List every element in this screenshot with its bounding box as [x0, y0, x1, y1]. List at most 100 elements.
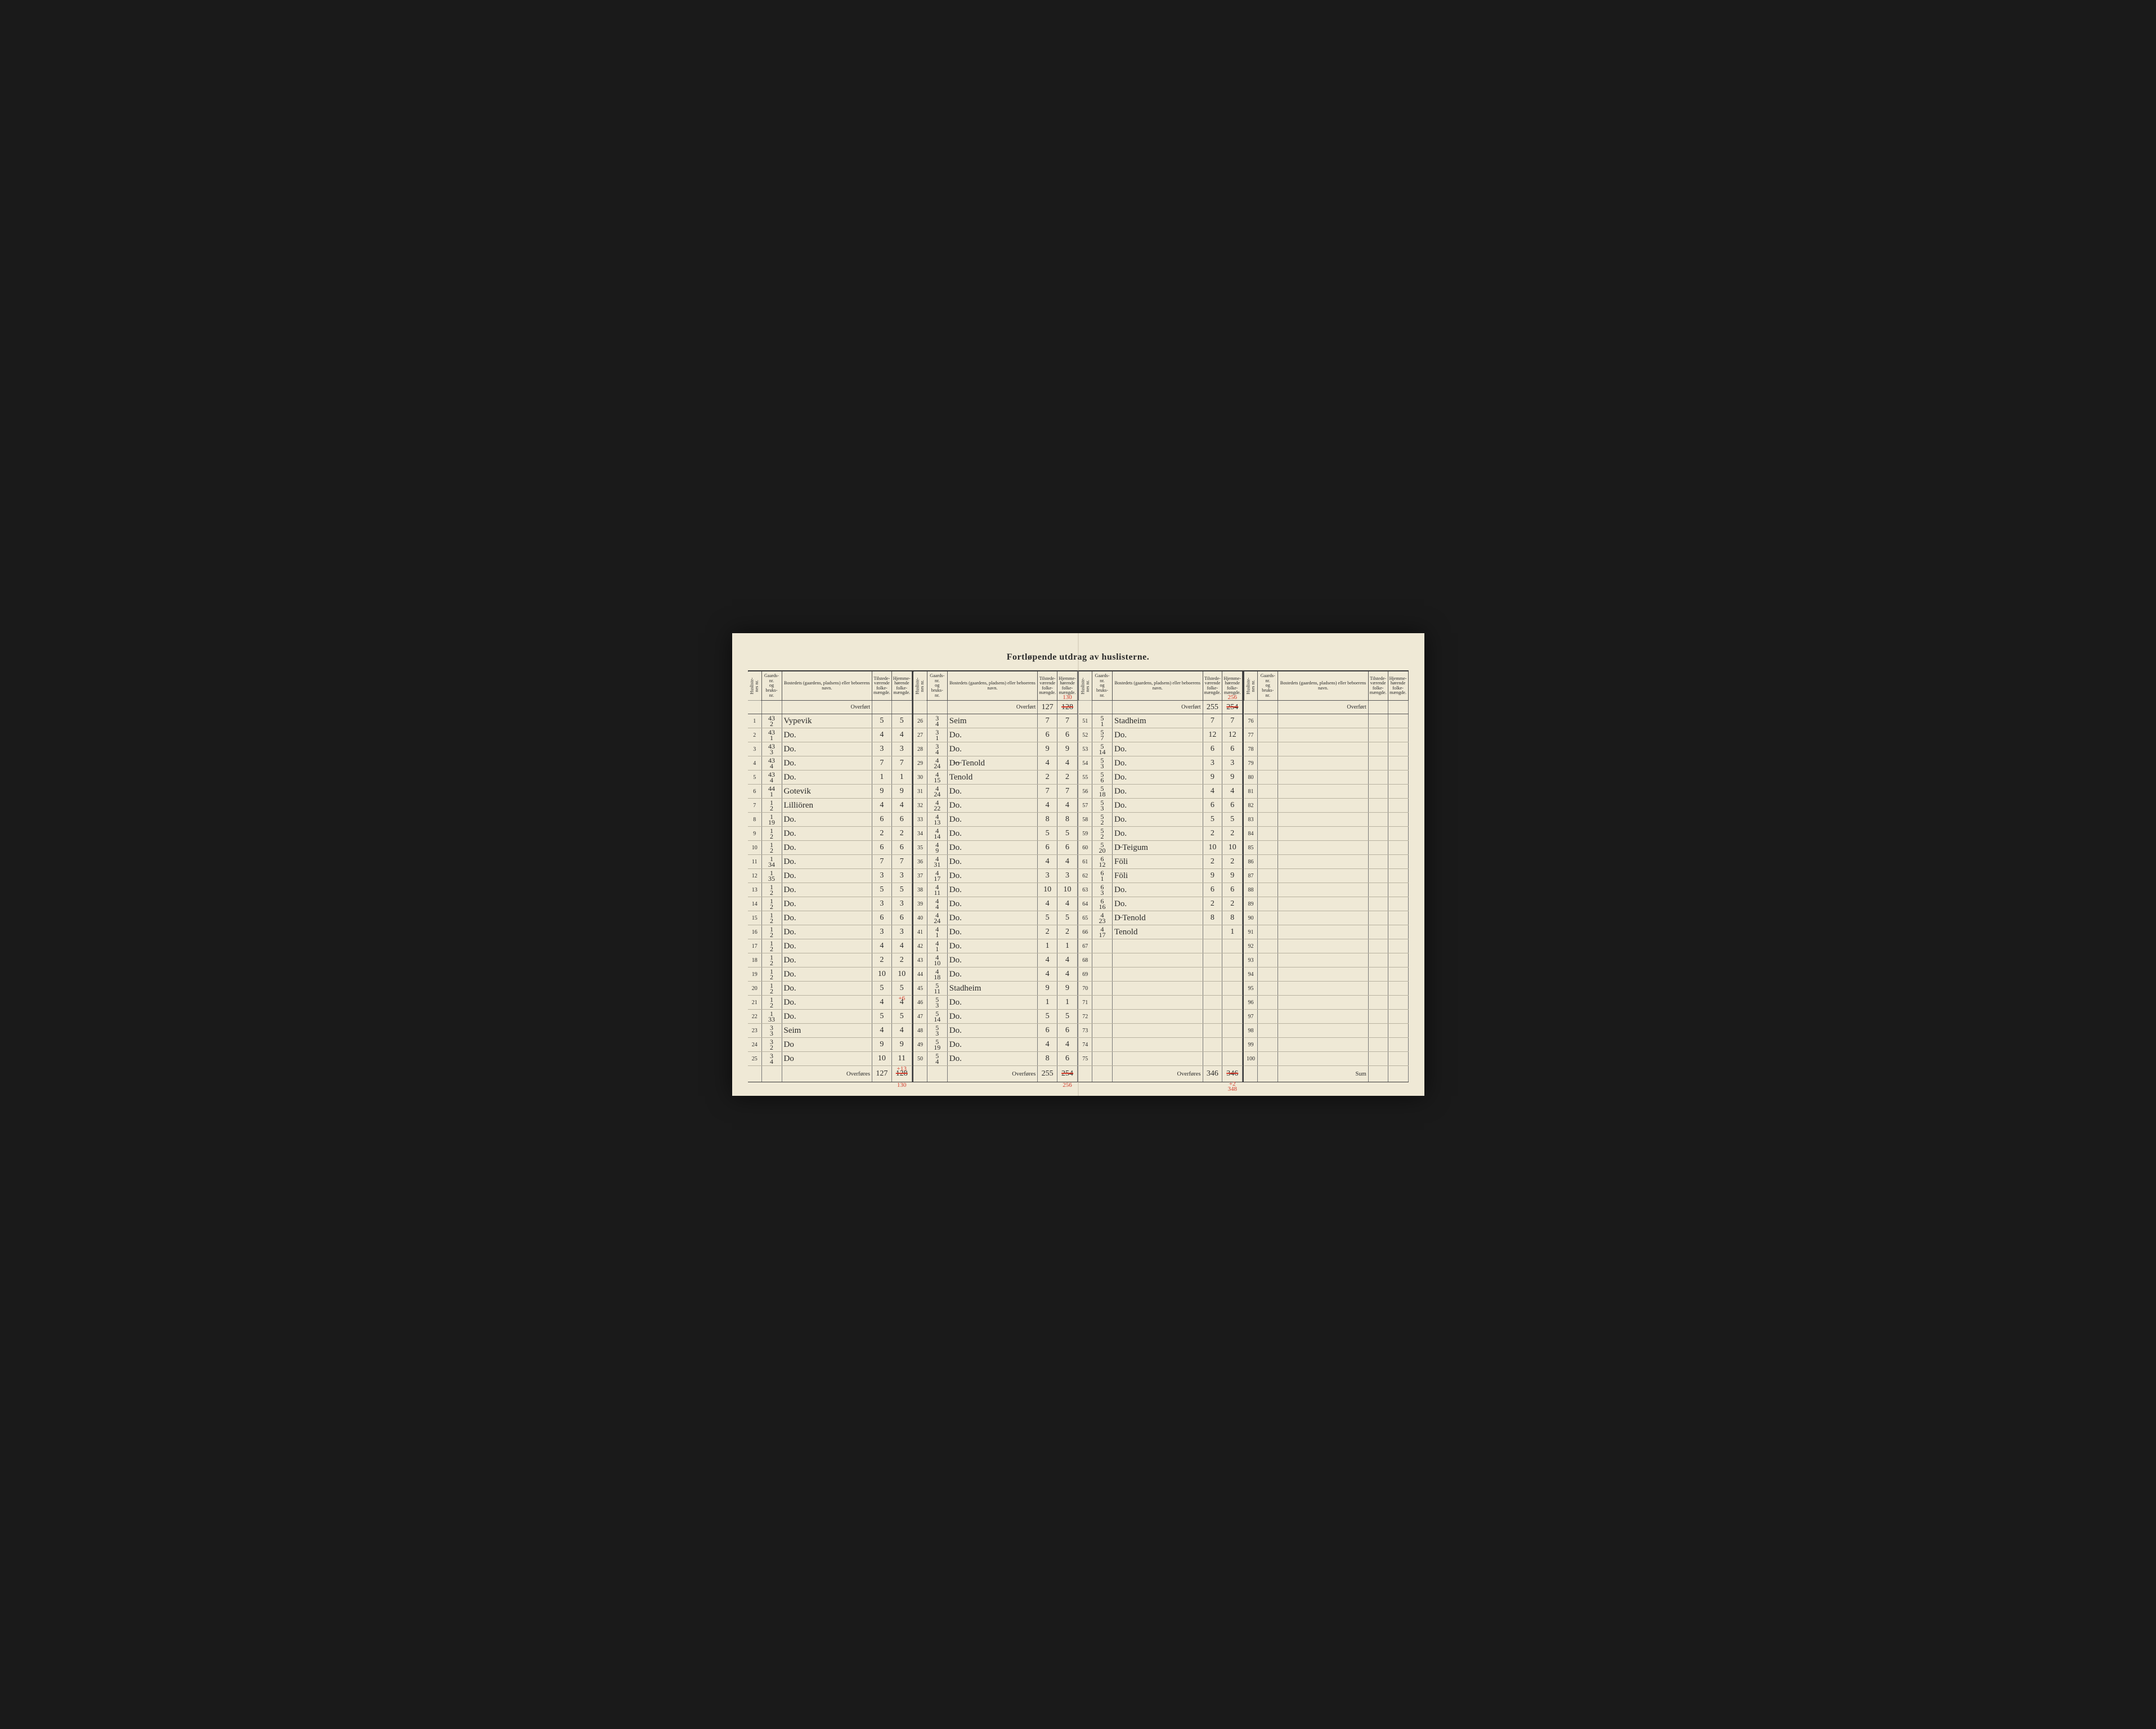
cell-hjemme: 6 — [1222, 742, 1243, 756]
cell-tilstede: 9 — [1203, 771, 1222, 785]
cell-husliste: 24 — [748, 1038, 761, 1052]
ledger-table: Husliste-nes nr.Gaards-nr.ogbruks-nr.Bos… — [1078, 671, 1243, 1082]
cell-bosted — [1278, 982, 1369, 996]
cell-gaards: 514 — [927, 1010, 947, 1024]
cell-gaards: 434 — [761, 756, 782, 771]
cell-gaards: 431 — [761, 728, 782, 742]
cell-husliste: 33 — [913, 813, 927, 827]
cell-hjemme: 6 — [891, 813, 912, 827]
cell-bosted — [1278, 1038, 1369, 1052]
cell-tilstede: 4 — [872, 1024, 892, 1038]
cell-hjemme: 6 — [1057, 728, 1078, 742]
cell-bosted — [1278, 785, 1369, 799]
cell-gaards: 57 — [1092, 728, 1113, 742]
cell-bosted: Do. — [782, 813, 872, 827]
cell-gaards — [1258, 841, 1278, 855]
cell-tilstede — [1203, 1024, 1222, 1038]
cell-bosted — [1113, 1052, 1203, 1066]
table-row: 61612Föli22 — [1079, 855, 1243, 869]
overfort-tilstede: 127 — [1038, 701, 1057, 714]
cell-hjemme: 6 — [891, 841, 912, 855]
cell-bosted: Do. — [947, 799, 1038, 813]
cell-tilstede: 9 — [1038, 982, 1057, 996]
cell-bosted — [1113, 1024, 1203, 1038]
cell-husliste: 35 — [913, 841, 927, 855]
table-row: 47514Do.55 — [913, 1010, 1077, 1024]
table-row: 8119Do.66 — [748, 813, 912, 827]
cell-gaards: 51 — [1092, 714, 1113, 728]
col-hjemme: Hjemme-hørendefolke-mængde. — [1388, 671, 1408, 701]
cell-gaards: 434 — [761, 771, 782, 785]
table-row: 4653Do.11 — [913, 996, 1077, 1010]
cell-hjemme: 1 — [1057, 996, 1078, 1010]
cell-hjemme — [1388, 785, 1408, 799]
table-row: 2534Do1011+13 — [748, 1052, 912, 1066]
cell-bosted: Do. — [947, 785, 1038, 799]
cell-bosted: Seim — [782, 1024, 872, 1038]
cell-hjemme: 2 — [1222, 897, 1243, 911]
table-row: 68 — [1079, 953, 1243, 967]
page-wrap: Fortløpende utdrag av huslisterne. Husli… — [0, 0, 2156, 1729]
cell-bosted: Do. — [947, 996, 1038, 1010]
cell-husliste: 76 — [1244, 714, 1258, 728]
cell-bosted: Do. — [947, 813, 1038, 827]
cell-tilstede: 9 — [1038, 742, 1057, 756]
cell-hjemme — [1222, 982, 1243, 996]
table-row: 88 — [1244, 883, 1408, 897]
cell-hjemme: 2 — [1057, 771, 1078, 785]
cell-bosted — [1113, 1038, 1203, 1052]
table-row: 2731Do.66 — [913, 728, 1077, 742]
cell-hjemme — [1222, 1010, 1243, 1024]
cell-gaards: 415 — [927, 771, 947, 785]
cell-bosted: Do. — [947, 841, 1038, 855]
cell-husliste: 75 — [1079, 1052, 1092, 1066]
cell-tilstede: 8 — [1203, 911, 1222, 925]
cell-tilstede: 4 — [872, 939, 892, 953]
cell-tilstede: 2 — [872, 953, 892, 967]
cell-hjemme: 4 — [1222, 785, 1243, 799]
overfores-row: Overføres255254256 — [913, 1066, 1077, 1082]
cell-tilstede: 2 — [872, 827, 892, 841]
col-gaards: Gaards-nr.ogbruks-nr. — [761, 671, 782, 701]
cell-bosted — [1278, 925, 1369, 939]
cell-husliste: 28 — [913, 742, 927, 756]
cell-hjemme: 4 — [891, 1024, 912, 1038]
cell-tilstede: 5 — [1038, 911, 1057, 925]
table-row: 2012Do.55+6 — [748, 982, 912, 996]
cell-husliste: 36 — [913, 855, 927, 869]
cell-hjemme — [1222, 1024, 1243, 1038]
table-row: 12135Do.33 — [748, 869, 912, 883]
table-row: 2112Do.44 — [748, 996, 912, 1010]
cell-husliste: 13 — [748, 883, 761, 897]
cell-gaards — [1258, 855, 1278, 869]
overfort-hjemme — [1388, 701, 1408, 714]
cell-tilstede — [1368, 996, 1388, 1010]
cell-gaards: 49 — [927, 841, 947, 855]
cell-husliste: 63 — [1079, 883, 1092, 897]
table-row: 92 — [1244, 939, 1408, 953]
table-row: 34414Do.55 — [913, 827, 1077, 841]
table-row: 86 — [1244, 855, 1408, 869]
cell-tilstede — [1368, 883, 1388, 897]
cell-hjemme — [1388, 827, 1408, 841]
table-row: 6441Gotevik99 — [748, 785, 912, 799]
cell-tilstede: 6 — [1203, 742, 1222, 756]
table-row: 4853Do.66 — [913, 1024, 1077, 1038]
cell-bosted: Do. — [782, 841, 872, 855]
table-row: 33413Do.88 — [913, 813, 1077, 827]
table-row: 31424Do.77 — [913, 785, 1077, 799]
table-row: 56518Do.44 — [1079, 785, 1243, 799]
cell-tilstede: 10 — [1203, 841, 1222, 855]
table-row: 69 — [1079, 967, 1243, 982]
cell-tilstede: 6 — [1038, 841, 1057, 855]
cell-husliste: 79 — [1244, 756, 1258, 771]
col-gaards: Gaards-nr.ogbruks-nr. — [1258, 671, 1278, 701]
table-row: 1432Vypevik55 — [748, 714, 912, 728]
cell-hjemme: 10 — [1222, 841, 1243, 855]
cell-gaards — [1092, 1010, 1113, 1024]
cell-hjemme: 5 — [891, 714, 912, 728]
table-row: 40424Do.55 — [913, 911, 1077, 925]
cell-bosted — [1113, 953, 1203, 967]
cell-husliste: 80 — [1244, 771, 1258, 785]
cell-bosted — [1278, 996, 1369, 1010]
